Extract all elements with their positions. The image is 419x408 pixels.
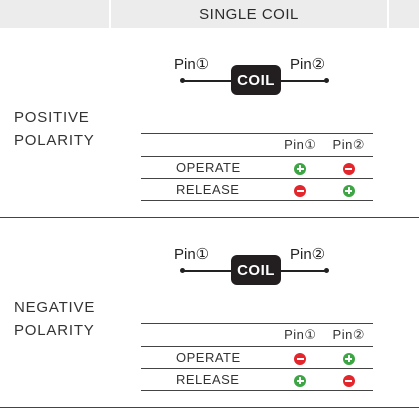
minus-icon bbox=[294, 352, 307, 365]
polarity-label: POSITIVE POLARITY bbox=[14, 106, 95, 152]
table-header-pin1: Pin① bbox=[276, 133, 325, 157]
positive-polarity-section: POSITIVE POLARITY Pin① Pin② COIL Pin① Pi… bbox=[0, 28, 419, 218]
pin2-terminal-dot bbox=[324, 78, 329, 83]
polarity-label-line2: POLARITY bbox=[14, 322, 95, 339]
pin2-terminal-dot bbox=[324, 268, 329, 273]
pin1-label: Pin① bbox=[174, 56, 210, 73]
table-header-pin1: Pin① bbox=[276, 323, 325, 347]
minus-icon bbox=[342, 162, 355, 175]
pin2-label: Pin② bbox=[290, 246, 326, 263]
table-header-empty bbox=[141, 133, 277, 157]
coil-box: COIL bbox=[231, 65, 281, 95]
pin1-terminal-dot bbox=[180, 78, 185, 83]
table-row: OPERATE bbox=[141, 156, 373, 179]
polarity-label-line1: POSITIVE bbox=[14, 109, 90, 126]
coil-box: COIL bbox=[231, 255, 281, 285]
plus-icon bbox=[342, 352, 355, 365]
row-label: OPERATE bbox=[141, 156, 277, 179]
polarity-table: Pin① Pin② OPERATE RELEASE bbox=[141, 323, 373, 391]
table-row: RELEASE bbox=[141, 368, 373, 391]
polarity-label: NEGATIVE POLARITY bbox=[14, 296, 95, 342]
table-header-row: Pin① Pin② bbox=[141, 133, 373, 157]
minus-icon bbox=[294, 184, 307, 197]
pin2-label: Pin② bbox=[290, 56, 326, 73]
pin1-label: Pin① bbox=[174, 246, 210, 263]
coil-diagram: Pin① Pin② COIL bbox=[174, 53, 334, 103]
polarity-label-line2: POLARITY bbox=[14, 132, 95, 149]
table-header-empty bbox=[141, 323, 277, 347]
polarity-label-line1: NEGATIVE bbox=[14, 299, 96, 316]
header-title: SINGLE COIL bbox=[111, 0, 387, 28]
table-row: OPERATE bbox=[141, 346, 373, 369]
negative-polarity-section: NEGATIVE POLARITY Pin① Pin② COIL Pin① Pi… bbox=[0, 218, 419, 408]
polarity-table: Pin① Pin② OPERATE RELEASE bbox=[141, 133, 373, 201]
row-label: RELEASE bbox=[141, 368, 277, 391]
minus-icon bbox=[342, 374, 355, 387]
pin1-terminal-dot bbox=[180, 268, 185, 273]
table-header-row: Pin① Pin② bbox=[141, 323, 373, 347]
table-header-pin2: Pin② bbox=[324, 133, 373, 157]
section-divider bbox=[0, 217, 419, 218]
table-header-pin2: Pin② bbox=[324, 323, 373, 347]
header-right-cell bbox=[389, 0, 419, 28]
plus-icon bbox=[294, 162, 307, 175]
row-label: OPERATE bbox=[141, 346, 277, 369]
row-label: RELEASE bbox=[141, 178, 277, 201]
plus-icon bbox=[294, 374, 307, 387]
coil-diagram: Pin① Pin② COIL bbox=[174, 243, 334, 293]
plus-icon bbox=[342, 184, 355, 197]
header-left-cell bbox=[0, 0, 109, 28]
table-row: RELEASE bbox=[141, 178, 373, 201]
